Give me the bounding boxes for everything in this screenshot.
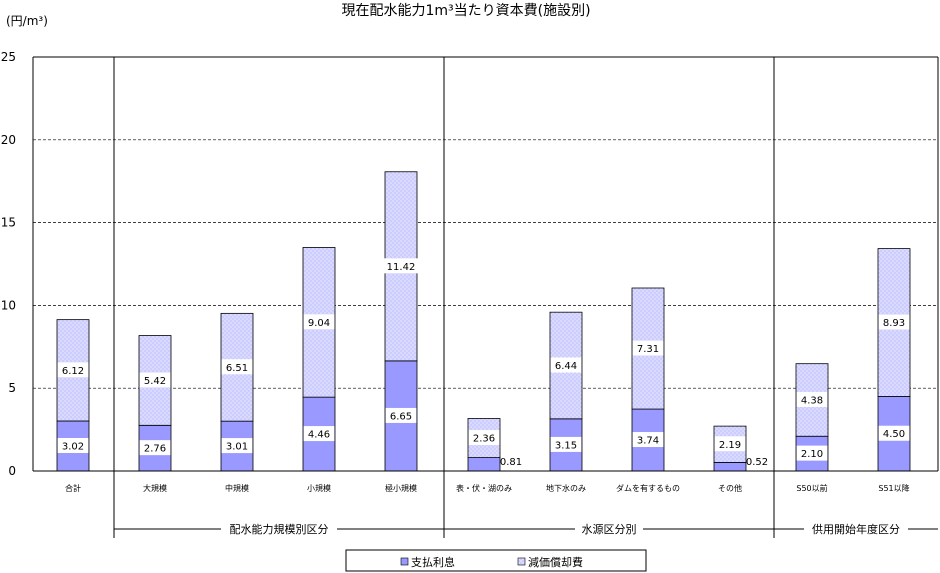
x-tick-label: その他 — [718, 483, 742, 493]
data-label-depreciation-box — [221, 359, 253, 375]
data-label-depreciation: 2.36 — [473, 434, 495, 445]
y-axis-unit: (円/m³) — [6, 14, 48, 28]
data-label-depreciation: 6.51 — [226, 363, 248, 374]
data-label-depreciation: 5.42 — [144, 376, 166, 387]
data-label-depreciation: 9.04 — [308, 318, 330, 329]
y-tick-label: 0 — [8, 464, 16, 478]
data-label-depreciation-box — [796, 391, 828, 407]
legend-label-depreciation: 減価償却費 — [528, 555, 583, 569]
data-label-interest: 0.81 — [500, 457, 522, 468]
data-label-interest: 3.74 — [637, 436, 659, 447]
x-tick-label: 地下水のみ — [546, 483, 586, 493]
gridlines — [33, 56, 938, 389]
data-label-depreciation-box — [632, 340, 664, 356]
y-tick-label: 20 — [1, 133, 16, 147]
group-label: 配水能力規模別区分 — [230, 522, 329, 536]
data-label-interest-box — [796, 445, 828, 461]
x-tick-label: 表・伏・湖のみ — [456, 483, 512, 493]
data-label-interest: 2.76 — [144, 444, 166, 455]
data-label-depreciation-box — [468, 430, 500, 446]
x-tick-label: 小規模 — [307, 483, 331, 493]
data-label-depreciation: 6.44 — [555, 361, 577, 372]
data-label-depreciation: 6.12 — [62, 366, 84, 377]
legend-swatch-depreciation — [517, 557, 526, 566]
bar-interest — [467, 457, 501, 472]
y-tick-label: 25 — [1, 50, 16, 64]
data-label-depreciation-box — [878, 314, 910, 330]
bar-interest — [713, 461, 747, 472]
data-label-interest-box — [632, 432, 664, 448]
data-labels: 3.02 6.12 2.76 5.42 3.01 6.51 4.46 9.04 6.65 11.4… — [57, 258, 910, 468]
data-label-interest-box — [221, 438, 253, 454]
data-label-depreciation: 4.38 — [801, 395, 823, 406]
data-label-interest: 0.52 — [746, 457, 768, 468]
data-label-depreciation: 11.42 — [387, 262, 416, 273]
x-tick-label: S51以降 — [878, 483, 909, 493]
x-tick-label: 極小規模 — [385, 483, 417, 493]
data-label-depreciation-box — [550, 357, 582, 373]
y-tick-label: 5 — [8, 381, 16, 395]
data-label-depreciation-box — [382, 258, 420, 274]
data-label-depreciation: 2.19 — [719, 440, 741, 451]
group-label: 供用開始年度区分 — [812, 522, 900, 536]
data-label-interest: 3.01 — [226, 442, 248, 453]
data-label-depreciation-box — [714, 436, 746, 452]
x-tick-label: 合計 — [65, 483, 81, 493]
data-label-interest-box — [139, 440, 171, 456]
data-label-depreciation-box — [139, 372, 171, 388]
data-label-interest: 3.02 — [62, 441, 84, 452]
data-label-interest-box — [550, 436, 582, 452]
x-tick-label: 中規模 — [225, 483, 249, 493]
data-label-depreciation-box — [303, 314, 335, 330]
data-label-interest-box — [385, 407, 417, 423]
x-tick-label: S50以前 — [796, 483, 827, 493]
data-label-interest: 2.10 — [801, 449, 823, 460]
data-label-interest: 6.65 — [390, 411, 412, 422]
data-label-interest-box — [303, 426, 335, 442]
legend-label-interest: 支払利息 — [411, 555, 455, 569]
data-label-interest-box — [878, 425, 910, 441]
data-label-depreciation: 8.93 — [883, 318, 905, 329]
group-label: 水源区分別 — [582, 522, 637, 536]
y-tick-label: 15 — [1, 216, 16, 230]
data-label-depreciation: 7.31 — [637, 344, 659, 355]
legend-swatch-interest — [400, 557, 409, 566]
data-label-interest: 4.46 — [308, 430, 330, 441]
data-label-interest-box — [57, 437, 89, 453]
data-label-depreciation-box — [57, 362, 89, 378]
y-tick-label: 10 — [1, 298, 16, 312]
data-label-interest: 3.15 — [555, 440, 577, 451]
data-label-interest: 4.50 — [883, 429, 905, 440]
x-tick-label: 大規模 — [143, 483, 167, 493]
chart-title: 現在配水能力1m³当たり資本費(施設別) — [341, 3, 590, 19]
legend-box — [345, 549, 647, 572]
axes: 0 5 10 15 20 25 合計 大規模 中規模 小規模 極小規模 表・伏・湖のみ 地下水のみ ダムを… — [1, 50, 939, 538]
x-tick-label: ダムを有するもの — [616, 483, 680, 493]
legend: 支払利息 減価償却費 — [345, 549, 647, 572]
bars — [56, 171, 911, 472]
